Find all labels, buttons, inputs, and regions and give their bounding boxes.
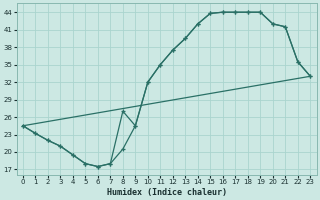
- X-axis label: Humidex (Indice chaleur): Humidex (Indice chaleur): [107, 188, 227, 197]
